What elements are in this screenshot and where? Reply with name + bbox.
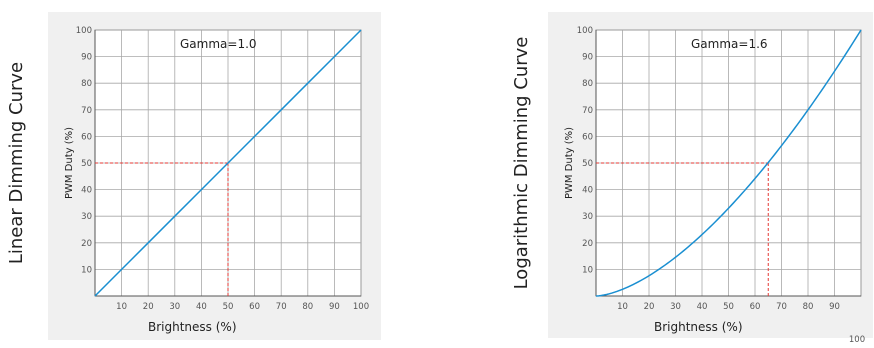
y-tick-label: 50 [582, 159, 593, 169]
y-axis-title: PWM Duty (%) [64, 127, 75, 199]
outside-tick-label: 100 [849, 335, 865, 345]
y-tick-label: 40 [81, 186, 92, 196]
x-tick-label: 30 [169, 302, 180, 312]
x-tick-label: 80 [803, 302, 814, 312]
y-tick-label: 80 [582, 79, 593, 89]
x-tick-label: 70 [276, 302, 287, 312]
y-tick-label: 100 [76, 26, 92, 36]
dimming-curve-line [94, 29, 362, 297]
x-tick-label: 40 [697, 302, 708, 312]
x-tick-label: 20 [143, 302, 154, 312]
y-tick-label: 20 [582, 239, 593, 249]
y-tick-label: 30 [582, 212, 593, 222]
x-tick-label: 70 [776, 302, 787, 312]
y-tick-label: 60 [582, 132, 593, 142]
y-tick-label: 10 [582, 265, 593, 275]
chart-1: 10 20 30 40 50 60 70 80 90 100 10 20 30 40 50 60 70 80 90 1… [6, 12, 381, 340]
x-tick-label: 30 [670, 302, 681, 312]
x-tick-label: 10 [617, 302, 628, 312]
y-tick-label: 90 [582, 53, 593, 63]
y-tick-label: 70 [582, 106, 593, 116]
gamma-annotation: Gamma=1.6 [691, 37, 768, 51]
x-tick-label: 100 [353, 302, 369, 312]
x-tick-label: 50 [723, 302, 734, 312]
y-tick-label: 60 [81, 132, 92, 142]
chart-side-title: Logarithmic Dimming Curve [511, 37, 532, 290]
y-tick-label: 70 [81, 106, 92, 116]
x-tick-label: 50 [223, 302, 234, 312]
x-tick-label: 20 [644, 302, 655, 312]
y-tick-label: 30 [81, 212, 92, 222]
chart-2: 10 20 30 40 50 60 70 80 90 100 10 20 30 40 50 60 70 80 90 1… [511, 12, 873, 345]
y-axis-title: PWM Duty (%) [564, 127, 575, 199]
x-axis-title: Brightness (%) [654, 320, 743, 334]
y-tick-label: 40 [582, 186, 593, 196]
x-tick-label: 60 [750, 302, 761, 312]
y-tick-label: 90 [81, 53, 92, 63]
x-tick-label: 60 [249, 302, 260, 312]
x-tick-label: 10 [116, 302, 127, 312]
y-tick-label: 80 [81, 79, 92, 89]
x-tick-label: 90 [329, 302, 340, 312]
dimming-curve-line [595, 29, 862, 297]
x-tick-label: 80 [302, 302, 313, 312]
x-axis-title: Brightness (%) [148, 320, 237, 334]
y-tick-label: 10 [81, 265, 92, 275]
y-tick-label: 20 [81, 239, 92, 249]
y-tick-label: 100 [577, 26, 593, 36]
x-tick-label: 90 [829, 302, 840, 312]
y-tick-label: 50 [81, 159, 92, 169]
x-tick-label: 40 [196, 302, 207, 312]
gamma-annotation: Gamma=1.0 [180, 37, 257, 51]
chart-side-title: Linear Dimming Curve [6, 62, 27, 264]
